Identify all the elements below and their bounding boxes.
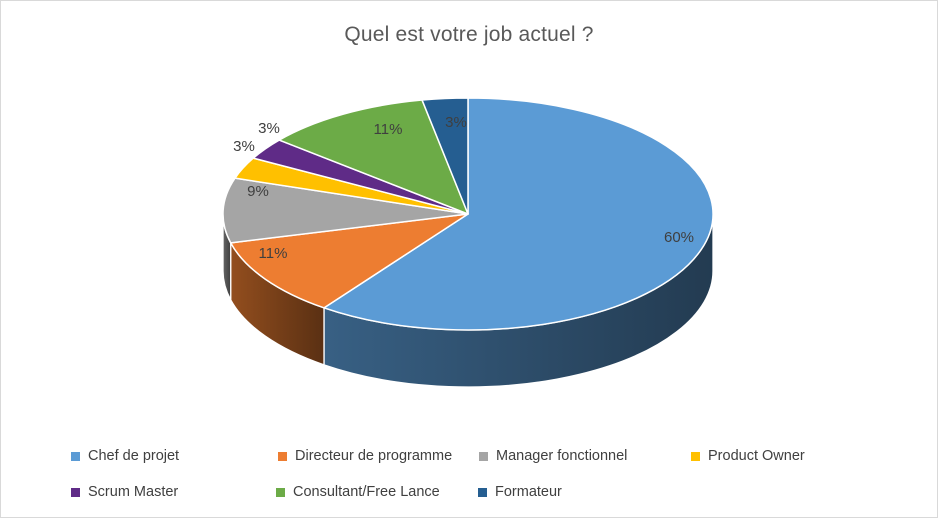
pie-slice-label-manager-fonctionnel: 9% bbox=[247, 183, 269, 200]
chart-title: Quel est votre job actuel ? bbox=[344, 23, 594, 46]
pie-slice-label-consultant-free-lance: 11% bbox=[374, 121, 403, 138]
pie-slice-label-scrum-master: 3% bbox=[258, 120, 280, 137]
pie-slice-consultant-free-lance bbox=[278, 99, 469, 215]
pie-slice-label-chef-de-projet: 60% bbox=[664, 229, 694, 246]
pie-slice-label-product-owner: 3% bbox=[233, 138, 255, 155]
pie-slice-chef-de-projet bbox=[323, 97, 714, 331]
pie-slice-label-formateur: 3% bbox=[445, 114, 467, 131]
pie-slice-formateur bbox=[421, 97, 469, 215]
pie-slice-label-directeur-de-programme: 11% bbox=[259, 245, 288, 262]
pie-slice-manager-fonctionnel bbox=[222, 177, 469, 244]
pie-slice-directeur-de-programme bbox=[229, 213, 469, 309]
